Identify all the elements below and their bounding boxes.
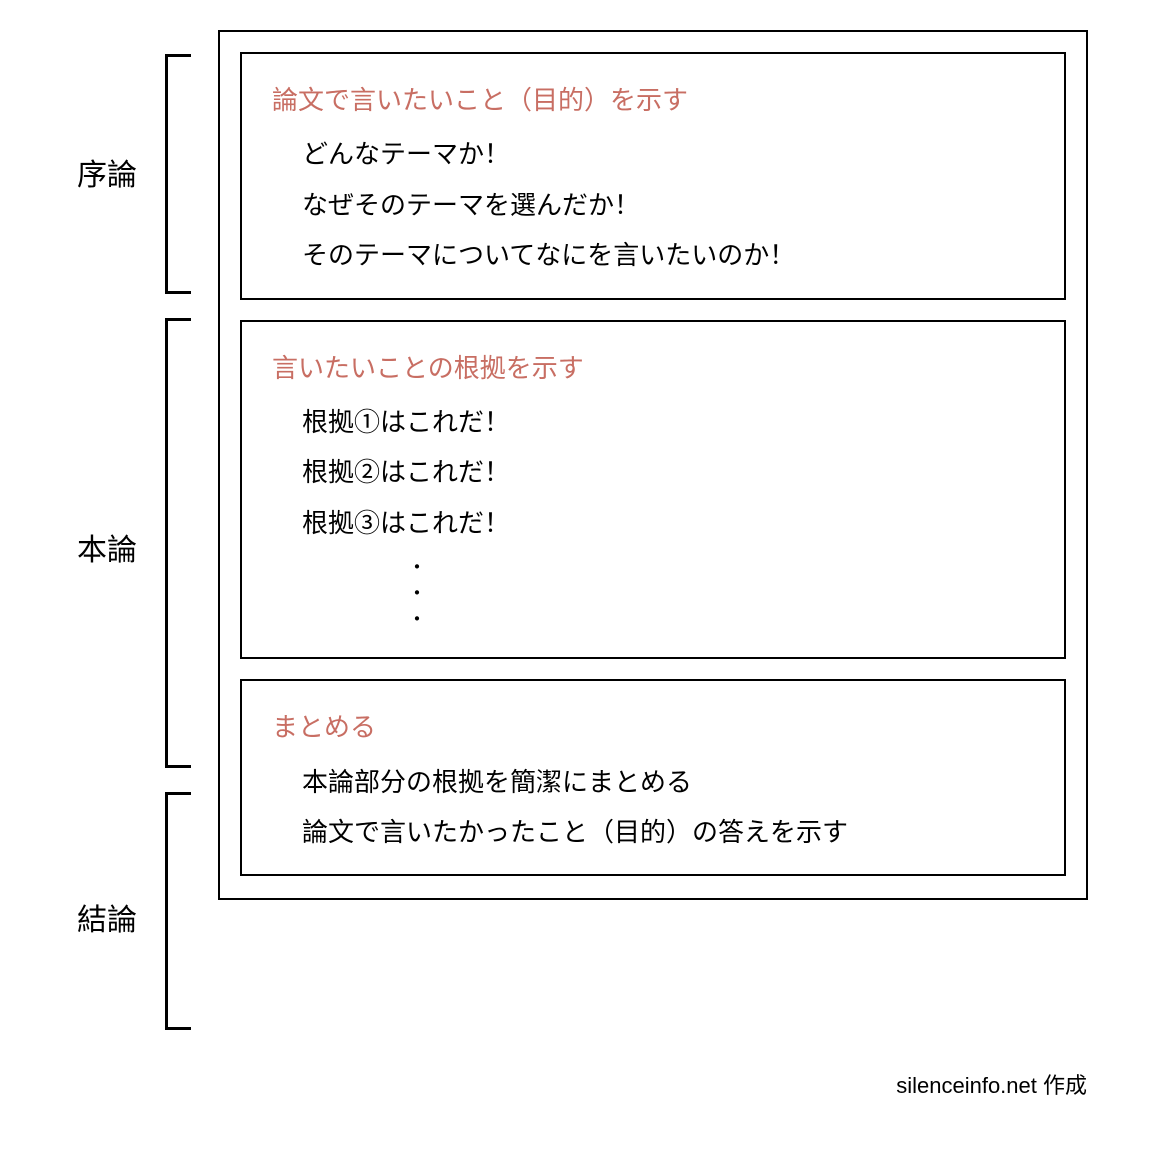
section-body-title: 言いたいことの根拠を示す — [272, 350, 1034, 386]
essay-structure-container: 論文で言いたいこと（目的）を示す どんなテーマか！ なぜそのテーマを選んだか！ … — [218, 30, 1088, 900]
section-conclusion: まとめる 本論部分の根拠を簡潔にまとめる 論文で言いたかったこと（目的）の答えを… — [240, 679, 1066, 876]
section-intro: 論文で言いたいこと（目的）を示す どんなテーマか！ なぜそのテーマを選んだか！ … — [240, 52, 1066, 300]
label-intro: 序論 — [62, 150, 152, 194]
section-body-item: 根拠②はこれだ！ — [302, 454, 1034, 490]
section-conclusion-title: まとめる — [272, 709, 1034, 745]
bracket-body — [165, 318, 191, 768]
section-body-item: 根拠①はこれだ！ — [302, 404, 1034, 440]
section-intro-item: そのテーマについてなにを言いたいのか！ — [302, 237, 1034, 273]
section-intro-item: どんなテーマか！ — [302, 136, 1034, 172]
dot: ・ — [407, 607, 1034, 633]
section-intro-title: 論文で言いたいこと（目的）を示す — [272, 82, 1034, 118]
label-conclusion: 結論 — [62, 895, 152, 939]
section-conclusion-item: 本論部分の根拠を簡潔にまとめる — [302, 764, 1034, 800]
credit-text: silenceinfo.net 作成 — [896, 1068, 1087, 1100]
section-intro-item: なぜそのテーマを選んだか！ — [302, 187, 1034, 223]
dot: ・ — [407, 581, 1034, 607]
section-conclusion-item: 論文で言いたかったこと（目的）の答えを示す — [302, 814, 1034, 850]
section-body-item: 根拠③はこれだ！ — [302, 505, 1034, 541]
section-body: 言いたいことの根拠を示す 根拠①はこれだ！ 根拠②はこれだ！ 根拠③はこれだ！ … — [240, 320, 1066, 660]
label-body: 本論 — [62, 525, 152, 569]
bracket-conclusion — [165, 792, 191, 1030]
section-body-ellipsis: ・ ・ ・ — [407, 555, 1034, 633]
bracket-intro — [165, 54, 191, 294]
dot: ・ — [407, 555, 1034, 581]
